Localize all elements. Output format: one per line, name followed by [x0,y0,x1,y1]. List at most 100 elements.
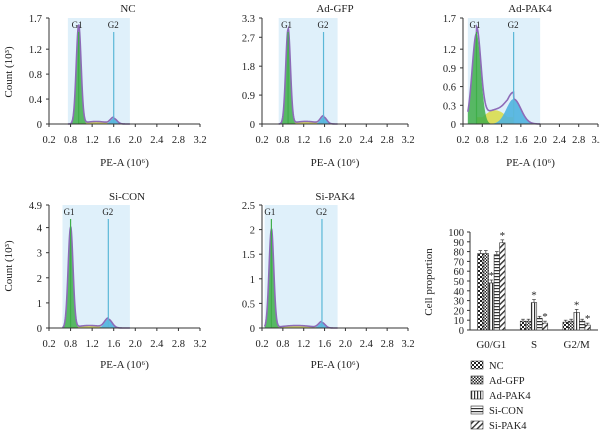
x-axis-label: PE-A (10⁶) [506,157,555,169]
bar-s-ad-gfp [525,320,532,331]
x-tick-label: 3.2 [401,135,414,146]
x-tick-label: 1.6 [107,339,120,350]
legend-label-ad-pak4: Ad-PAK4 [489,391,531,402]
x-tick-label: 0.8 [64,135,77,146]
x-tick-label: 2.4 [360,339,374,350]
g2-label: G2 [108,20,119,30]
x-tick-label: 2.0 [129,135,142,146]
histogram-panel-nc: G1 G2 0.2 0.8 1.2 1.6 2.0 2.4 2.8 3.2 0 0.4 0.8 1.2 1.… [3,3,207,169]
x-tick-label: 0.2 [42,135,55,146]
g2-label: G2 [316,207,327,217]
s-phase-area [62,325,130,328]
significance-marker: * [531,290,537,302]
histogram-panel-ad-gfp: G1 G2 0.2 0.8 1.2 1.6 2.0 2.4 2.8 3.2 0 0.9 1.8 2.7 3.… [242,3,415,169]
bar-s-ad-pak4 [530,302,538,331]
y-tick-label: 0.5 [242,299,255,310]
bar-y-tick-label: 10 [454,316,465,327]
y-tick-label: 2 [250,226,255,237]
bar-y-tick-label: 20 [454,306,465,317]
y-tick-label: 0 [451,120,456,131]
x-tick-label: 3.2 [591,135,600,146]
significance-marker: * [542,311,548,323]
x-tick-label: 0.2 [255,135,268,146]
x-tick-label: 3.2 [401,339,414,350]
x-tick-label: 0.8 [64,339,77,350]
g2-phase-area [264,322,338,328]
bar-g2-m-ad-gfp [568,320,575,331]
panel-title-nc: NC [120,3,135,15]
y-tick-label: 4 [37,224,43,235]
g2-label: G2 [508,20,519,30]
fit-curve [467,24,541,125]
panel-title-si-con: Si-CON [109,191,145,203]
y-tick-label: 1 [250,275,255,286]
significance-marker: * [500,230,506,242]
bar-s-nc [519,320,527,331]
histogram-panel-si-con: G1 G2 0.2 0.8 1.2 1.6 2.0 2.4 2.8 3.2 0 1 2 3 4 4.9 Si-C… [3,191,207,371]
significance-marker: * [574,299,580,311]
legend-swatch-ad-gfp [470,375,484,385]
bar-y-axis-label: Cell proportion [423,248,435,316]
bar-category-label-g0-g1: G0/G1 [476,339,506,351]
significance-marker: * [489,270,495,282]
y-tick-label: 0 [37,324,42,335]
y-tick-label: 1.8 [242,62,255,73]
x-tick-label: 0.8 [276,339,289,350]
legend-swatch-si-pak4 [470,420,484,430]
legend-label-ad-gfp: Ad-GFP [489,376,525,387]
y-tick-label: 1.7 [443,14,456,25]
g1-label: G1 [281,20,292,30]
bar-g0-g1-si-pak4 [499,242,506,331]
y-tick-label: 0.9 [242,91,255,102]
panel-title-ad-pak4: Ad-PAK4 [508,3,552,15]
gate-band [264,205,338,328]
bar-y-tick-label: 100 [448,228,464,239]
y-tick-label: 0 [250,120,255,131]
x-tick-label: 2.4 [360,135,374,146]
x-tick-label: 0.2 [42,339,55,350]
x-tick-label: 1.2 [297,339,310,350]
bar-category-label-s: S [531,339,537,351]
bar-g0-g1-ad-pak4 [488,282,495,331]
bar-y-tick-label: 80 [454,248,465,259]
legend-swatch-nc [470,360,484,370]
y-axis-label: Count (10³) [3,240,15,292]
x-tick-label: 0.2 [456,135,469,146]
g2-phase-area [67,118,130,124]
bar-g0-g1-ad-gfp [482,253,489,331]
x-tick-label: 0.8 [476,135,489,146]
x-tick-label: 2.8 [172,135,185,146]
bar-category-label-g2-m: G2/M [564,339,591,351]
g1-label: G1 [64,207,75,217]
g2-phase-area [62,319,130,328]
x-tick-label: 1.6 [514,135,527,146]
bar-g0-g1-si-con [493,254,500,331]
y-tick-label: 0.6 [443,83,456,94]
g1-phase-area [62,227,130,328]
bar-y-tick-label: 60 [454,267,465,278]
x-tick-label: 1.6 [107,135,120,146]
bar-y-tick-label: 0 [459,326,464,337]
y-tick-label: 0.9 [443,64,456,75]
y-tick-label: 1.2 [29,45,42,56]
x-tick-label: 2.0 [129,339,142,350]
legend-label-si-pak4: Si-PAK4 [489,421,527,432]
y-tick-label: 1.5 [242,250,255,261]
x-tick-label: 2.0 [339,135,352,146]
histogram-panel-si-pak4: G1 G2 0.2 0.8 1.2 1.6 2.0 2.4 2.8 3.2 0 0.5 1 1.5 2 2.5… [242,191,415,371]
significance-marker: * [585,313,591,325]
g1-label: G1 [72,20,83,30]
x-axis-label: PE-A (10⁶) [311,359,360,371]
g2-label: G2 [318,20,329,30]
legend-label-nc: NC [489,361,504,372]
g2-phase-area [467,99,541,124]
bar-g0-g1-nc [477,253,484,331]
x-tick-label: 1.2 [86,135,99,146]
x-tick-label: 1.6 [318,339,331,350]
bar-s-si-pak4 [541,322,549,331]
bar-g2-m-si-pak4 [584,324,591,331]
x-tick-label: 2.0 [339,339,352,350]
x-tick-label: 0.8 [276,135,289,146]
